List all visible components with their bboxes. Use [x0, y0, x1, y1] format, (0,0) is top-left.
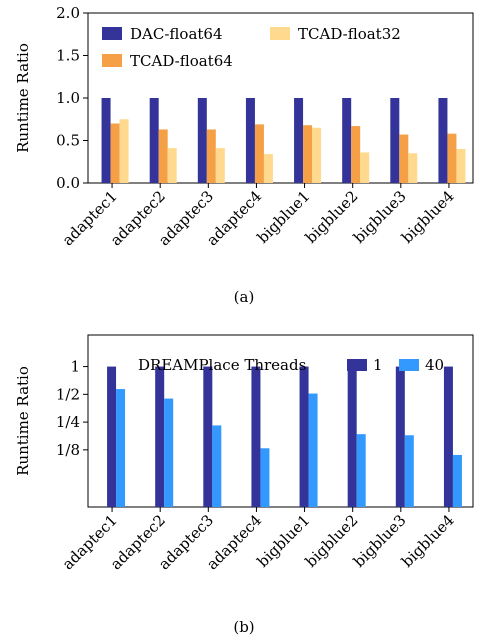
bar-adaptec2-1 [155, 366, 165, 507]
bar-adaptec3-1 [203, 366, 213, 507]
y-tick-label: 1/4 [56, 413, 80, 431]
bar-bigblue3-1 [395, 366, 405, 507]
legend-label-40: 40 [425, 356, 444, 374]
chart-b-ylabel: Runtime Ratio [14, 366, 32, 476]
bar-adaptec1-40 [116, 389, 126, 507]
bar-bigblue1-1 [299, 366, 309, 507]
bar-adaptec4-1 [251, 366, 261, 507]
bar-adaptec3-40 [212, 425, 222, 507]
bar-adaptec1-1 [107, 366, 117, 507]
chart-b-frame [87, 334, 474, 508]
legend-label-TCAD-float64: TCAD-float64 [130, 52, 233, 70]
bar-adaptec1-DAC-float64 [101, 98, 111, 183]
chart-a-yticks: 0.0 0.5 1.0 1.5 2.0 [56, 4, 88, 192]
chart-a-ylabel: Runtime Ratio [14, 43, 32, 153]
bar-bigblue4-40 [452, 454, 462, 507]
bar-adaptec4-TCAD-float32 [263, 154, 273, 183]
bar-adaptec2-40 [164, 398, 174, 507]
y-tick-label: 1.0 [56, 89, 80, 107]
legend-swatch-DAC-float64 [102, 27, 122, 40]
bar-adaptec3-DAC-float64 [197, 98, 207, 183]
legend-swatch-TCAD-float64 [102, 54, 122, 67]
bar-adaptec4-TCAD-float64 [254, 124, 264, 183]
y-tick-label: 1/2 [56, 385, 80, 403]
chart-a-caption: (a) [234, 288, 255, 306]
bar-adaptec3-TCAD-float32 [215, 148, 225, 183]
legend-label-DAC-float64: DAC-float64 [130, 25, 223, 43]
chart-b: Runtime Ratio 1 1/2 1/4 1/8 adaptec1adaptec… [14, 334, 474, 636]
chart-b-xticks: adaptec1adaptec2adaptec3adaptec4bigblue1… [59, 507, 458, 573]
chart-a-bars [101, 98, 466, 183]
bar-bigblue1-40 [308, 393, 318, 507]
y-tick-label: 2.0 [56, 4, 80, 22]
bar-bigblue3-TCAD-float32 [408, 153, 418, 183]
x-tick-label: bigblue4 [398, 187, 458, 247]
bar-bigblue3-DAC-float64 [390, 98, 400, 183]
chart-a: Runtime Ratio 0.0 0.5 1.0 1.5 2.0 adaptec1ad… [14, 4, 474, 306]
legend-label-TCAD-float32: TCAD-float32 [298, 25, 401, 43]
legend-swatch-TCAD-float32 [270, 27, 290, 40]
bar-bigblue1-DAC-float64 [294, 98, 304, 183]
bar-bigblue3-TCAD-float64 [399, 134, 409, 183]
chart-b-legend: DREAMPlace Threads 1 40 [138, 356, 444, 374]
y-tick-label: 1/8 [56, 441, 80, 459]
bar-bigblue2-40 [356, 434, 366, 507]
bar-bigblue4-TCAD-float64 [447, 133, 457, 183]
bar-bigblue4-DAC-float64 [438, 98, 448, 183]
chart-b-bars [107, 366, 462, 507]
bar-adaptec1-TCAD-float32 [119, 119, 129, 183]
bar-adaptec4-40 [260, 448, 270, 507]
chart-b-caption: (b) [233, 618, 254, 636]
bar-bigblue1-TCAD-float32 [312, 127, 322, 183]
y-tick-label: 0.5 [56, 132, 80, 150]
bar-adaptec1-TCAD-float64 [110, 123, 120, 183]
y-tick-label: 0.0 [56, 174, 80, 192]
bar-bigblue4-1 [443, 366, 453, 507]
legend-swatch-40 [399, 359, 419, 371]
bar-bigblue3-40 [404, 435, 414, 507]
bar-bigblue4-TCAD-float32 [456, 149, 466, 183]
bar-bigblue2-TCAD-float64 [351, 126, 361, 183]
chart-b-yticks: 1 1/2 1/4 1/8 [56, 358, 88, 459]
bar-bigblue2-DAC-float64 [342, 98, 352, 183]
bar-adaptec4-DAC-float64 [245, 98, 255, 183]
bar-adaptec2-TCAD-float64 [158, 129, 168, 183]
bar-adaptec2-TCAD-float32 [167, 148, 177, 183]
bar-bigblue2-1 [347, 366, 357, 507]
bar-adaptec3-TCAD-float64 [206, 129, 216, 183]
bar-adaptec2-DAC-float64 [149, 98, 159, 183]
legend-label-1: 1 [373, 356, 383, 374]
y-tick-label: 1.5 [56, 47, 80, 65]
y-tick-label: 1 [70, 358, 80, 376]
chart-a-legend: DAC-float64 TCAD-float64 TCAD-float32 [102, 25, 401, 70]
legend-title: DREAMPlace Threads [138, 356, 306, 374]
x-tick-label: bigblue4 [398, 511, 458, 571]
legend-swatch-1 [347, 359, 367, 371]
chart-a-xticks: adaptec1adaptec2adaptec3adaptec4bigblue1… [59, 183, 458, 249]
bar-bigblue2-TCAD-float32 [360, 152, 370, 183]
bar-bigblue1-TCAD-float64 [303, 125, 313, 183]
